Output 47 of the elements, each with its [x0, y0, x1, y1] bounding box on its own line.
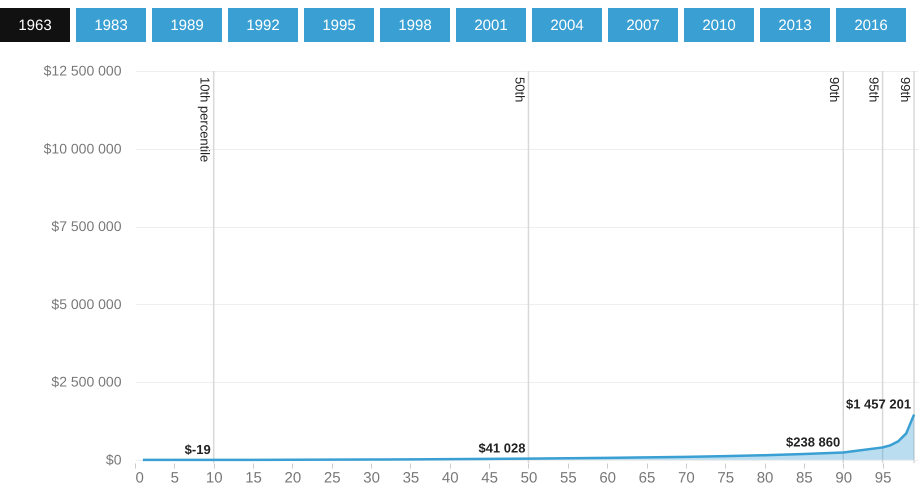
y-tick-label: $12 500 000	[44, 62, 122, 78]
x-tick-label: 0	[136, 470, 144, 486]
text: 2001	[456, 8, 526, 42]
ref-line-label: 99th	[898, 77, 914, 102]
text: 1983	[76, 8, 146, 42]
x-tick-label: 45	[481, 470, 498, 486]
x-tick-label: 35	[402, 470, 420, 486]
ref-line-label: 90th	[827, 77, 842, 102]
data-label: $238 860	[786, 434, 840, 450]
x-tick-label: 90	[835, 470, 852, 486]
text: 1963	[0, 8, 70, 42]
text: 2016	[836, 8, 906, 42]
x-tick-label: 40	[442, 470, 459, 486]
x-tick-label: 70	[678, 470, 695, 486]
x-tick-label: 85	[796, 470, 813, 486]
text: 2007	[608, 8, 678, 42]
x-tick-label: 25	[324, 470, 341, 486]
ref-line-label: 10th percentile	[198, 77, 213, 162]
x-tick-label: 60	[599, 470, 616, 486]
x-tick-label: 55	[560, 470, 577, 486]
text: 2010	[684, 8, 754, 42]
x-tick-label: 75	[717, 470, 734, 486]
x-tick-label: 10	[206, 470, 223, 486]
data-label: $1 457 201	[846, 396, 912, 412]
y-tick-label: $5 000 000	[51, 296, 122, 312]
ref-line-label: 50th	[512, 77, 528, 102]
y-tick-label: $7 500 000	[51, 218, 122, 234]
x-tick-label: 15	[245, 470, 262, 486]
y-tick-label: $10 000 000	[44, 140, 122, 156]
x-tick-label: 30	[363, 470, 380, 486]
text: 1992	[228, 8, 298, 42]
x-tick-label: 50	[520, 470, 538, 486]
x-tick-label: 65	[638, 470, 656, 486]
x-tick-label: 20	[284, 470, 302, 486]
x-tick-label: 95	[874, 470, 892, 486]
data-label: $41 028	[478, 440, 526, 456]
text: 2013	[760, 8, 830, 42]
text: 1998	[380, 8, 450, 42]
text: 1989	[152, 8, 222, 42]
text: 2004	[532, 8, 602, 42]
text: 1995	[304, 8, 374, 42]
x-tick-label: 80	[756, 470, 774, 486]
y-tick-label: $2 500 000	[51, 374, 122, 390]
data-label: $-19	[184, 442, 211, 457]
y-tick-label: $0	[106, 451, 122, 468]
ref-line-label: 95th	[866, 77, 882, 102]
x-tick-label: 5	[170, 470, 180, 486]
